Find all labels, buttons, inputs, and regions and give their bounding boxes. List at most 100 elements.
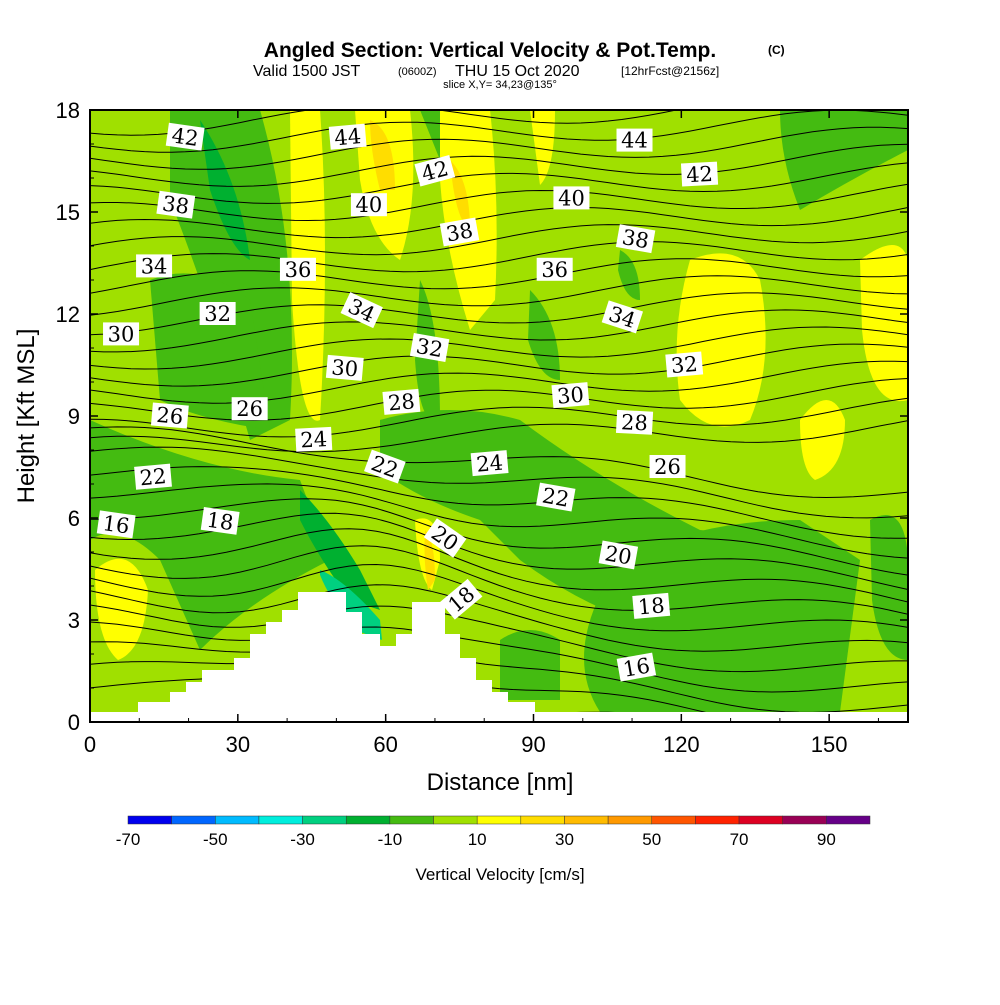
- contour-label: 24: [470, 450, 509, 477]
- colorbar: -70 -50 -30 -10 10 30 50 70 90: [116, 815, 871, 849]
- contour-line: [90, 206, 908, 239]
- contour-line: [90, 143, 908, 187]
- colorbar-swatch: [433, 815, 478, 825]
- contour-label-text: 24: [300, 427, 328, 452]
- y-tick-label: 18: [56, 98, 80, 123]
- contour-label: 38: [156, 190, 196, 219]
- colorbar-swatch: [389, 815, 434, 825]
- contour-line: [90, 241, 908, 273]
- contour-label-text: 28: [621, 410, 649, 435]
- contour-label-text: 32: [670, 352, 699, 378]
- contour-label: 44: [616, 128, 653, 153]
- contour-label-text: 30: [330, 355, 359, 381]
- x-tick-label: 90: [521, 732, 545, 757]
- contour-label-text: 32: [204, 302, 231, 326]
- x-axis-label: Distance [nm]: [427, 769, 574, 796]
- contour-label-text: 26: [236, 397, 263, 421]
- colorbar-tick-label: 10: [468, 830, 487, 849]
- contour-label: 28: [615, 409, 654, 435]
- contour-label-text: 42: [170, 123, 200, 150]
- contour-line: [90, 162, 908, 204]
- x-tick-label: 120: [663, 732, 700, 757]
- contour-label: 32: [665, 351, 704, 378]
- contour-line: [90, 378, 908, 421]
- colorbar-swatch: [564, 815, 609, 825]
- contour-label-text: 30: [108, 322, 135, 346]
- contour-label-box: [328, 123, 367, 150]
- contour-label: 40: [350, 193, 387, 217]
- contour-label-box: [199, 302, 236, 325]
- contour-label: 44: [328, 123, 367, 150]
- colorbar-tick-label: 50: [642, 830, 661, 849]
- contour-label-box: [340, 292, 383, 329]
- contour-label-text: 22: [540, 483, 570, 511]
- contour-label-text: 26: [155, 403, 184, 429]
- contour-line: [90, 360, 908, 404]
- contour-label: 16: [616, 652, 657, 682]
- contour-label-box: [96, 510, 136, 539]
- contour-line: [90, 224, 908, 256]
- contour-label-box: [615, 224, 656, 254]
- contour-line: [90, 258, 908, 294]
- contour-label-text: 44: [621, 129, 648, 153]
- contour-label: 36: [279, 257, 316, 282]
- contour-line: [90, 466, 908, 539]
- contour-line: [90, 397, 908, 438]
- contour-line: [90, 584, 908, 652]
- colorbar-tick-label: -70: [116, 830, 141, 849]
- y-tick-label: 0: [68, 710, 80, 735]
- contour-line: [90, 446, 908, 519]
- contour-label: 22: [134, 463, 172, 490]
- contour-line: [90, 110, 908, 153]
- y-axis-label: Height [Kft MSL]: [13, 329, 40, 504]
- contour-label-text: 34: [141, 254, 168, 278]
- contour-label: 24: [295, 426, 333, 452]
- contour-label: 16: [96, 510, 136, 539]
- contour-label-text: 16: [101, 511, 131, 538]
- contour-label-text: 18: [205, 508, 235, 535]
- contour-label: 34: [136, 254, 173, 278]
- colorbar-swatch: [171, 815, 216, 825]
- contour-label-text: 24: [475, 450, 504, 476]
- contour-label: 20: [598, 540, 639, 570]
- contour-label-box: [440, 578, 483, 620]
- contour-label: 18: [632, 592, 671, 620]
- contour-line: [90, 110, 679, 136]
- contour-label-box: [279, 257, 316, 281]
- colorbar-swatch: [607, 815, 653, 825]
- subtitle: Valid 1500 JST (0600Z) THU 15 Oct 2020 […: [253, 63, 719, 80]
- contour-label-box: [103, 322, 140, 346]
- contour-label-box: [200, 507, 240, 535]
- contour-label-box: [150, 402, 189, 429]
- contour-line: [90, 183, 908, 222]
- contour-label-box: [295, 426, 333, 452]
- contour-line: [90, 420, 908, 453]
- contour-label-box: [632, 592, 671, 619]
- contour-label: 26: [150, 402, 189, 429]
- contour-label-text: 36: [285, 258, 312, 282]
- x-tick-label: 150: [811, 732, 848, 757]
- colorbar-tick-label: -50: [203, 830, 228, 849]
- contour-line: [90, 343, 908, 387]
- contour-line: [90, 604, 908, 673]
- contour-label-box: [649, 455, 686, 478]
- colorbar-swatch: [520, 815, 565, 825]
- contour-label-box: [616, 128, 653, 152]
- colorbar-label: Vertical Velocity [cm/s]: [415, 865, 584, 884]
- contour-label: 32: [199, 302, 236, 326]
- colorbar-tick-label: 70: [730, 830, 749, 849]
- colorbar-tick-label: -30: [290, 830, 315, 849]
- contour-label-box: [439, 217, 480, 247]
- contour-label-box: [616, 652, 657, 682]
- x-tick-label: 30: [226, 732, 250, 757]
- contour-label-box: [551, 382, 590, 409]
- terrain: [90, 592, 908, 722]
- contour-label-box: [364, 449, 406, 484]
- contour-label-box: [414, 154, 456, 187]
- colorbar-swatch: [782, 815, 827, 825]
- colorbar-tick-label: 30: [555, 830, 574, 849]
- contour-label-text: 36: [541, 258, 568, 282]
- contour-label-text: 28: [387, 389, 416, 415]
- subtitle-prefix: Valid 1500 JST: [253, 63, 361, 80]
